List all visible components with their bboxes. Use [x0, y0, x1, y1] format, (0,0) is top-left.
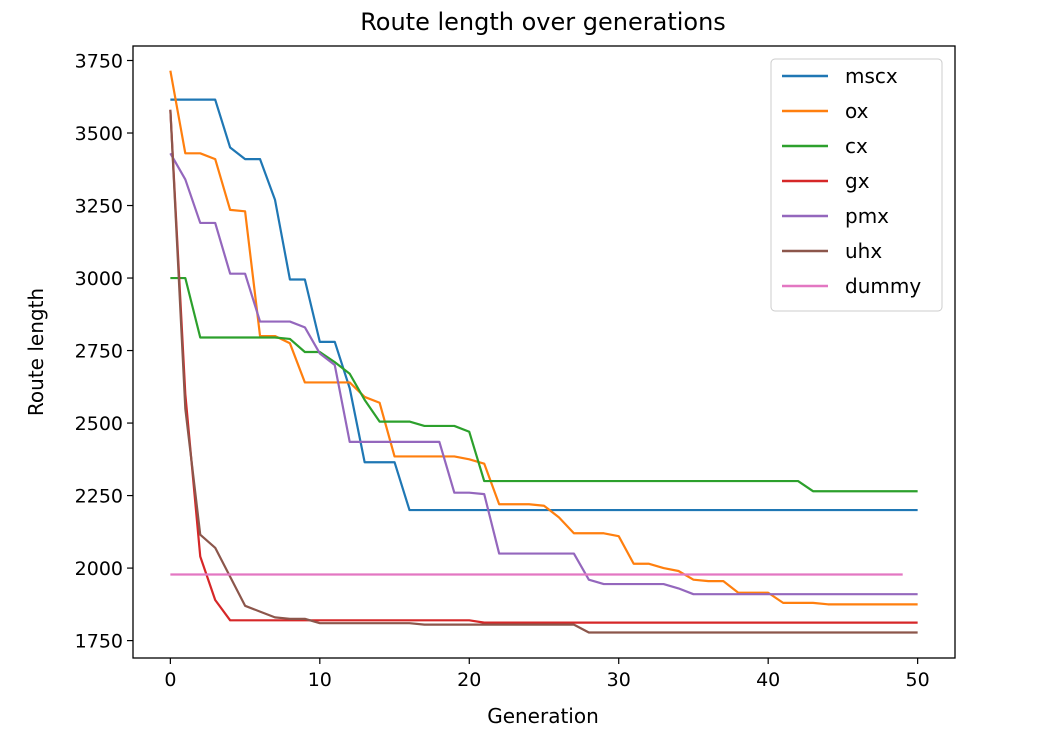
legend-label-uhx: uhx	[845, 239, 882, 263]
y-tick-label: 2750	[75, 341, 123, 363]
y-axis: 1750 2000 2250 2500 2750 3000 3250 3500 3750	[75, 51, 133, 653]
y-tick-label: 2000	[75, 558, 123, 580]
y-tick-label: 1750	[75, 631, 123, 653]
y-tick-label: 3250	[75, 196, 123, 218]
x-tick-label: 40	[756, 669, 780, 691]
series-line-uhx	[169, 109, 918, 634]
y-tick-label: 3000	[75, 268, 123, 290]
x-axis: 0 10 20 30 40 50	[164, 658, 930, 691]
series-layer	[169, 70, 918, 634]
chart-title: Route length over generations	[360, 8, 726, 36]
legend-label-mscx: mscx	[845, 64, 898, 88]
legend-label-cx: cx	[845, 134, 868, 158]
y-axis-label: Route length	[24, 288, 48, 416]
legend-label-ox: ox	[845, 99, 869, 123]
series-line-pmx	[169, 152, 918, 596]
x-axis-label: Generation	[487, 704, 599, 728]
x-tick-label: 0	[164, 669, 176, 691]
legend-label-pmx: pmx	[845, 204, 889, 228]
y-tick-label: 2250	[75, 486, 123, 508]
series-line-cx	[170, 276, 918, 493]
legend-box	[770, 58, 943, 312]
x-tick-label: 10	[308, 669, 332, 691]
y-tick-label: 2500	[75, 413, 123, 435]
legend-label-dummy: dummy	[845, 274, 921, 298]
y-tick-label: 3500	[75, 123, 123, 145]
series-line-gx	[169, 109, 918, 624]
legend-label-gx: gx	[845, 169, 870, 193]
legend: mscx ox cx gx pmx uhx dummy	[770, 58, 943, 312]
series-line-mscx	[170, 98, 918, 512]
plot-area-frame	[132, 45, 956, 659]
x-tick-label: 30	[607, 669, 631, 691]
series-line-ox	[169, 70, 918, 606]
y-tick-label: 3750	[75, 51, 123, 73]
x-tick-label: 20	[457, 669, 481, 691]
x-tick-label: 50	[906, 669, 930, 691]
